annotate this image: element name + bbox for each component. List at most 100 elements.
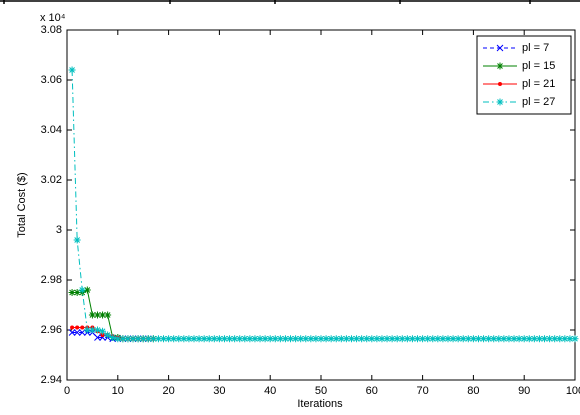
x-axis-label: Iterations	[297, 398, 343, 410]
data-point	[73, 329, 81, 336]
marker-shape	[510, 335, 518, 343]
data-point	[144, 335, 152, 343]
marker-shape	[99, 311, 107, 319]
marker-shape	[388, 335, 396, 343]
x-tick-label: 10	[112, 385, 124, 397]
data-point	[180, 335, 188, 343]
marker-shape	[541, 335, 549, 343]
data-point	[485, 335, 493, 343]
data-point	[414, 335, 422, 343]
data-point	[403, 335, 411, 343]
y-tick-label: 3	[56, 224, 62, 236]
data-point	[571, 335, 579, 343]
data-point	[317, 335, 325, 343]
data-point	[378, 335, 386, 343]
data-point	[99, 327, 107, 335]
y-tick-label: 2.98	[41, 274, 62, 286]
data-point	[195, 335, 203, 343]
data-point	[363, 335, 371, 343]
marker-shape	[241, 335, 249, 343]
data-point	[83, 326, 91, 334]
data-point	[459, 335, 467, 343]
marker-shape	[312, 335, 320, 343]
data-point	[190, 335, 198, 343]
data-point	[236, 335, 244, 343]
marker-shape	[551, 335, 559, 343]
y-tick-label: 2.96	[41, 324, 62, 336]
data-point	[429, 335, 437, 343]
data-point	[261, 335, 269, 343]
data-point	[307, 335, 315, 343]
marker-shape	[496, 62, 504, 70]
data-point	[530, 335, 538, 343]
marker-shape	[368, 335, 376, 343]
data-point	[93, 326, 101, 334]
marker-shape	[236, 335, 244, 343]
marker-shape	[317, 335, 325, 343]
data-point	[200, 335, 208, 343]
data-point	[287, 335, 295, 343]
data-point	[312, 335, 320, 343]
marker-shape	[266, 335, 274, 343]
marker-shape	[393, 335, 401, 343]
x-tick-label: 20	[162, 385, 174, 397]
data-point	[210, 335, 218, 343]
marker-shape	[353, 335, 361, 343]
data-point	[464, 335, 472, 343]
marker-shape	[322, 335, 330, 343]
marker-shape	[281, 335, 289, 343]
data-point	[566, 335, 574, 343]
marker-shape	[530, 335, 538, 343]
axis-multiplier: x 10⁴	[40, 12, 66, 24]
marker-shape	[414, 335, 422, 343]
marker-shape	[231, 335, 239, 343]
marker-shape	[160, 335, 168, 343]
marker-shape	[88, 311, 96, 319]
data-point	[398, 335, 406, 343]
data-point	[337, 335, 345, 343]
data-point	[353, 335, 361, 343]
legend-marker	[496, 44, 504, 52]
data-point	[75, 325, 80, 330]
marker-shape	[78, 286, 86, 294]
x-tick-label: 30	[213, 385, 225, 397]
marker-shape	[378, 335, 386, 343]
marker-shape	[165, 335, 173, 343]
data-point	[358, 335, 366, 343]
data-point	[332, 335, 340, 343]
data-point	[444, 335, 452, 343]
marker-shape	[83, 326, 91, 334]
data-point	[474, 335, 482, 343]
marker-shape	[104, 331, 112, 339]
marker-shape	[429, 335, 437, 343]
data-point	[124, 335, 132, 343]
data-point	[231, 335, 239, 343]
marker-shape	[104, 311, 112, 319]
marker-shape	[556, 335, 564, 343]
legend-marker	[496, 62, 504, 70]
data-point	[525, 335, 533, 343]
marker-shape	[292, 335, 300, 343]
data-point	[93, 311, 101, 319]
data-point	[276, 335, 284, 343]
data-point	[368, 335, 376, 343]
marker-shape	[271, 335, 279, 343]
data-point	[68, 289, 76, 296]
marker-shape	[73, 329, 81, 336]
marker-shape	[109, 334, 117, 341]
data-point	[185, 335, 193, 343]
legend-label: pl = 15	[522, 60, 555, 72]
marker-shape	[68, 66, 76, 74]
data-point	[281, 335, 289, 343]
marker-shape	[134, 335, 142, 343]
legend-marker	[496, 98, 504, 106]
data-point	[393, 335, 401, 343]
marker-shape	[302, 335, 310, 343]
marker-shape	[515, 335, 523, 343]
marker-shape	[195, 335, 203, 343]
marker-shape	[358, 335, 366, 343]
marker-shape	[546, 335, 554, 343]
data-point	[170, 335, 178, 343]
